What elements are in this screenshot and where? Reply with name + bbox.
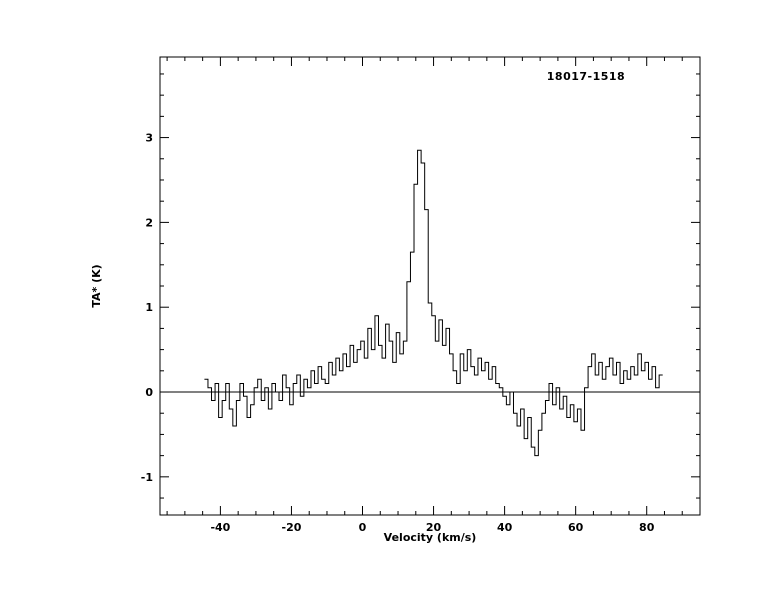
x-tick-label: 80 bbox=[639, 521, 655, 534]
x-tick-label: -40 bbox=[210, 521, 230, 534]
x-tick-label: 20 bbox=[426, 521, 442, 534]
spectrum-step-line bbox=[204, 149, 663, 457]
plot-frame bbox=[159, 56, 701, 516]
y-tick-label: 3 bbox=[145, 132, 153, 145]
plot-title: 18017-1518 bbox=[547, 70, 625, 83]
ticks-layer: -40 -20 0 20 40 60 80 -1 0 1 2 3 bbox=[141, 57, 700, 534]
y-tick-label: -1 bbox=[141, 471, 153, 484]
x-tick-label: -20 bbox=[282, 521, 302, 534]
x-axis-label: Velocity (km/s) bbox=[384, 531, 477, 544]
y-tick-label: 1 bbox=[145, 301, 153, 314]
x-tick-label: 0 bbox=[359, 521, 367, 534]
y-tick-label: 0 bbox=[145, 386, 153, 399]
data-layer bbox=[160, 149, 700, 457]
y-axis-label: TA* (K) bbox=[90, 264, 103, 307]
x-tick-label: 40 bbox=[497, 521, 513, 534]
y-tick-label: 2 bbox=[145, 216, 153, 229]
x-tick-label: 60 bbox=[568, 521, 584, 534]
